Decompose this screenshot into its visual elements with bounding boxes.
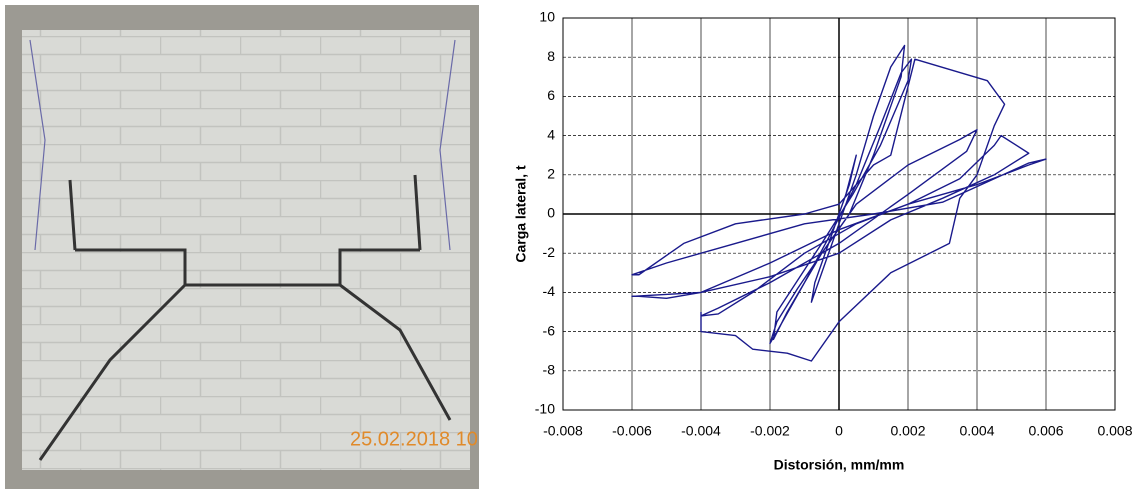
y-axis-label: Carga lateral, t [513,165,529,263]
y-tick-label: 0 [547,205,555,221]
x-tick-label: 0.002 [890,423,925,439]
x-tick-label: 0.006 [1028,423,1063,439]
y-tick-label: 10 [539,9,555,25]
series-line [631,44,1047,362]
y-tick-label: 8 [547,48,555,64]
y-tick-label: -6 [543,322,556,338]
photo: 25.02.2018 10 [5,5,479,489]
x-tick-label: 0.004 [959,423,994,439]
x-tick-label: 0.008 [1097,423,1132,439]
x-tick-label: -0.004 [681,423,721,439]
y-tick-label: 6 [547,87,555,103]
x-tick-label: -0.002 [750,423,790,439]
cracks [38,174,452,461]
x-tick-label: 0 [835,423,843,439]
y-tick-label: -8 [543,362,556,378]
y-tick-label: 4 [547,126,555,142]
x-tick-label: -0.006 [612,423,652,439]
y-tick-label: -2 [543,244,556,260]
crack-marks [29,39,456,251]
y-tick-label: 2 [547,166,555,182]
y-tick-label: -10 [535,401,555,417]
photo-timestamp: 25.02.2018 10 [350,428,478,450]
y-tick-label: -4 [543,283,556,299]
x-tick-label: -0.008 [543,423,583,439]
x-axis-label: Distorsión, mm/mm [774,457,905,473]
